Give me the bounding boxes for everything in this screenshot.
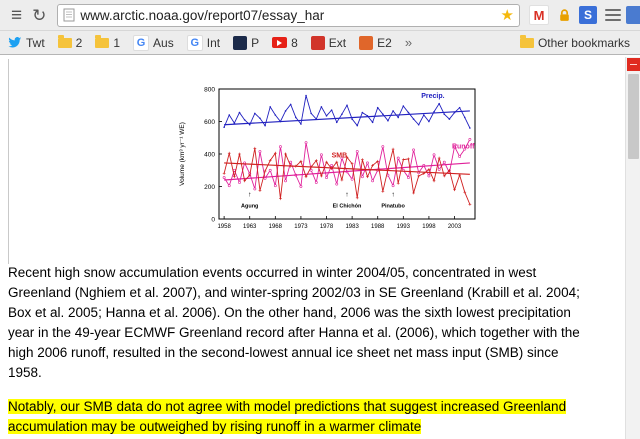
address-bar[interactable]: www.arctic.noaa.gov/report07/essay_har ★ [57,3,520,27]
svg-text:El Chichón: El Chichón [333,203,362,209]
google-icon: G [186,34,203,51]
bookmarks-bar: Twt 2 1 G Aus G Int P 8 Ext [0,31,640,55]
svg-text:Runoff: Runoff [452,143,475,150]
svg-text:Volume (km³ yr⁻¹ WE): Volume (km³ yr⁻¹ WE) [179,122,186,186]
svg-text:0: 0 [211,216,215,223]
youtube-icon [272,37,288,48]
google-icon: G [133,34,150,51]
bookmark-item-8[interactable]: 8 [272,36,298,50]
svg-text:Pinatubo: Pinatubo [381,203,405,209]
svg-text:Precip.: Precip. [421,93,444,100]
reload-icon[interactable]: ↻ [32,5,47,25]
page-icon [63,8,75,22]
svg-text:Agung: Agung [241,203,258,209]
bookmarks-overflow-button[interactable]: » [405,35,412,50]
svg-text:600: 600 [204,119,215,126]
svg-text:↑: ↑ [391,192,395,199]
svg-text:SMB: SMB [332,153,348,160]
site-icon [233,35,248,50]
svg-text:1983: 1983 [345,224,359,230]
svg-text:800: 800 [204,86,215,93]
bookmark-label: E2 [377,35,392,50]
scroll-red-marker[interactable] [626,58,640,71]
smb-chart-figure: 0 200 400 600 800 1958 1963 1968 1973 1978 1983 198… [175,77,489,249]
twitter-icon [8,36,21,47]
bookmark-label: Ext [328,35,347,50]
cropped-extension-icon[interactable] [626,6,640,24]
body-paragraph: Recent high snow accumulation events occ… [8,265,580,380]
svg-text:1988: 1988 [371,224,385,230]
svg-text:1978: 1978 [320,224,334,230]
site-icon [359,35,374,50]
bookmark-item-ext[interactable]: Ext [310,35,347,50]
bookmark-item-aus[interactable]: G Aus [133,34,174,51]
svg-text:1968: 1968 [269,224,283,230]
site-icon [310,35,325,50]
bookmark-item-int[interactable]: G Int [186,34,221,51]
lock-extension-icon[interactable] [555,6,573,24]
other-bookmarks-button[interactable]: Other bookmarks [519,34,630,50]
scrollbar[interactable] [625,57,640,439]
bookmark-label: P [251,35,260,50]
bookmark-label: Twt [26,35,45,50]
svg-text:↑: ↑ [345,192,349,199]
browser-toolbar: ≡ ↻ www.arctic.noaa.gov/report07/essay_h… [0,0,640,31]
other-bookmarks-label: Other bookmarks [537,35,630,50]
bookmark-label: Int [206,35,221,50]
scrollbar-thumb[interactable] [627,74,639,159]
menu-icon[interactable]: ≡ [11,4,23,26]
svg-text:400: 400 [204,151,215,158]
s-extension-icon[interactable]: S [579,6,597,24]
chevron-overflow-icon: » [404,35,413,50]
svg-text:1963: 1963 [243,224,257,230]
page-frame-border [8,59,9,264]
svg-text:2003: 2003 [448,224,462,230]
bookmark-label: 2 [75,35,83,50]
gmail-extension-icon[interactable]: M [529,5,549,25]
bookmark-label: 8 [291,35,298,50]
folder-icon [95,34,110,48]
bookmark-item-folder-2[interactable]: 2 [57,34,83,50]
bookmark-label: 1 [113,35,121,50]
svg-text:1958: 1958 [217,224,231,230]
bookmark-star-icon[interactable]: ★ [500,7,514,24]
bookmark-label: Aus [153,35,174,50]
svg-text:1973: 1973 [294,224,308,230]
bookmark-item-folder-1[interactable]: 1 [95,34,121,50]
highlighted-paragraph: Notably, our SMB data do not agree with … [8,397,592,437]
chrome-menu-icon[interactable] [605,9,621,21]
bookmark-item-e2[interactable]: E2 [359,35,392,50]
url-text[interactable]: www.arctic.noaa.gov/report07/essay_har [80,7,325,23]
bookmark-item-p[interactable]: P [233,35,260,50]
page-content: 0 200 400 600 800 1958 1963 1968 1973 1978 1983 198… [0,57,625,439]
smb-chart-svg: 0 200 400 600 800 1958 1963 1968 1973 1978 1983 198… [179,86,476,230]
folder-icon [57,34,72,48]
svg-text:200: 200 [204,184,215,191]
folder-icon [519,34,534,48]
svg-text:1998: 1998 [422,224,436,230]
bookmark-item-twt[interactable]: Twt [8,36,45,50]
svg-text:1993: 1993 [397,224,411,230]
highlight-text: Notably, our SMB data do not agree with … [8,399,567,434]
svg-text:↑: ↑ [248,192,252,199]
